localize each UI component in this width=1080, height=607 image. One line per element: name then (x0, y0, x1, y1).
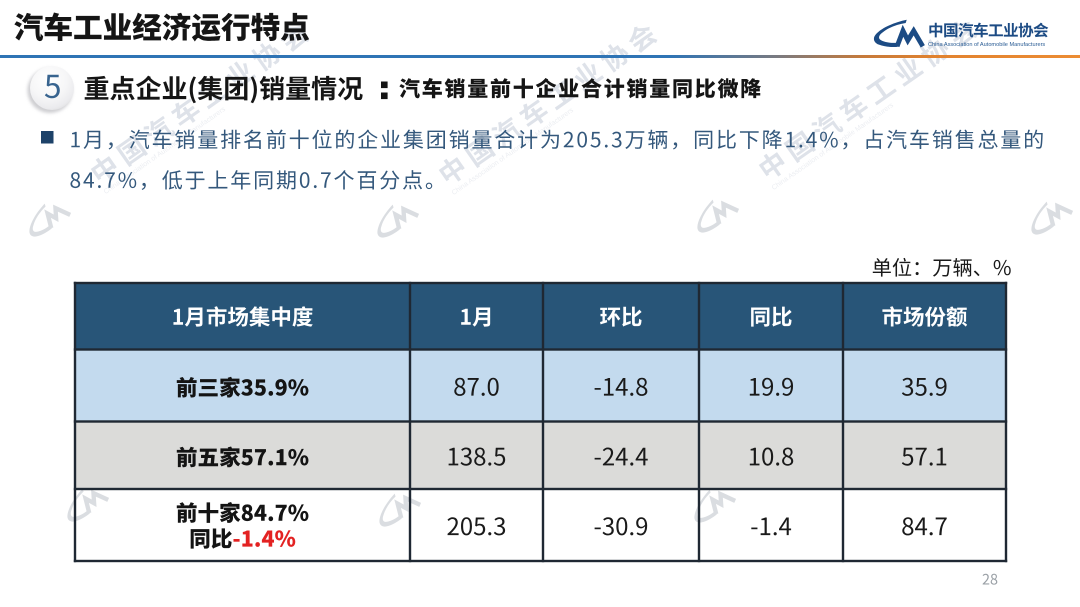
svg-text:China Association of Automobil: China Association of Automobile Manufact… (928, 42, 1045, 48)
